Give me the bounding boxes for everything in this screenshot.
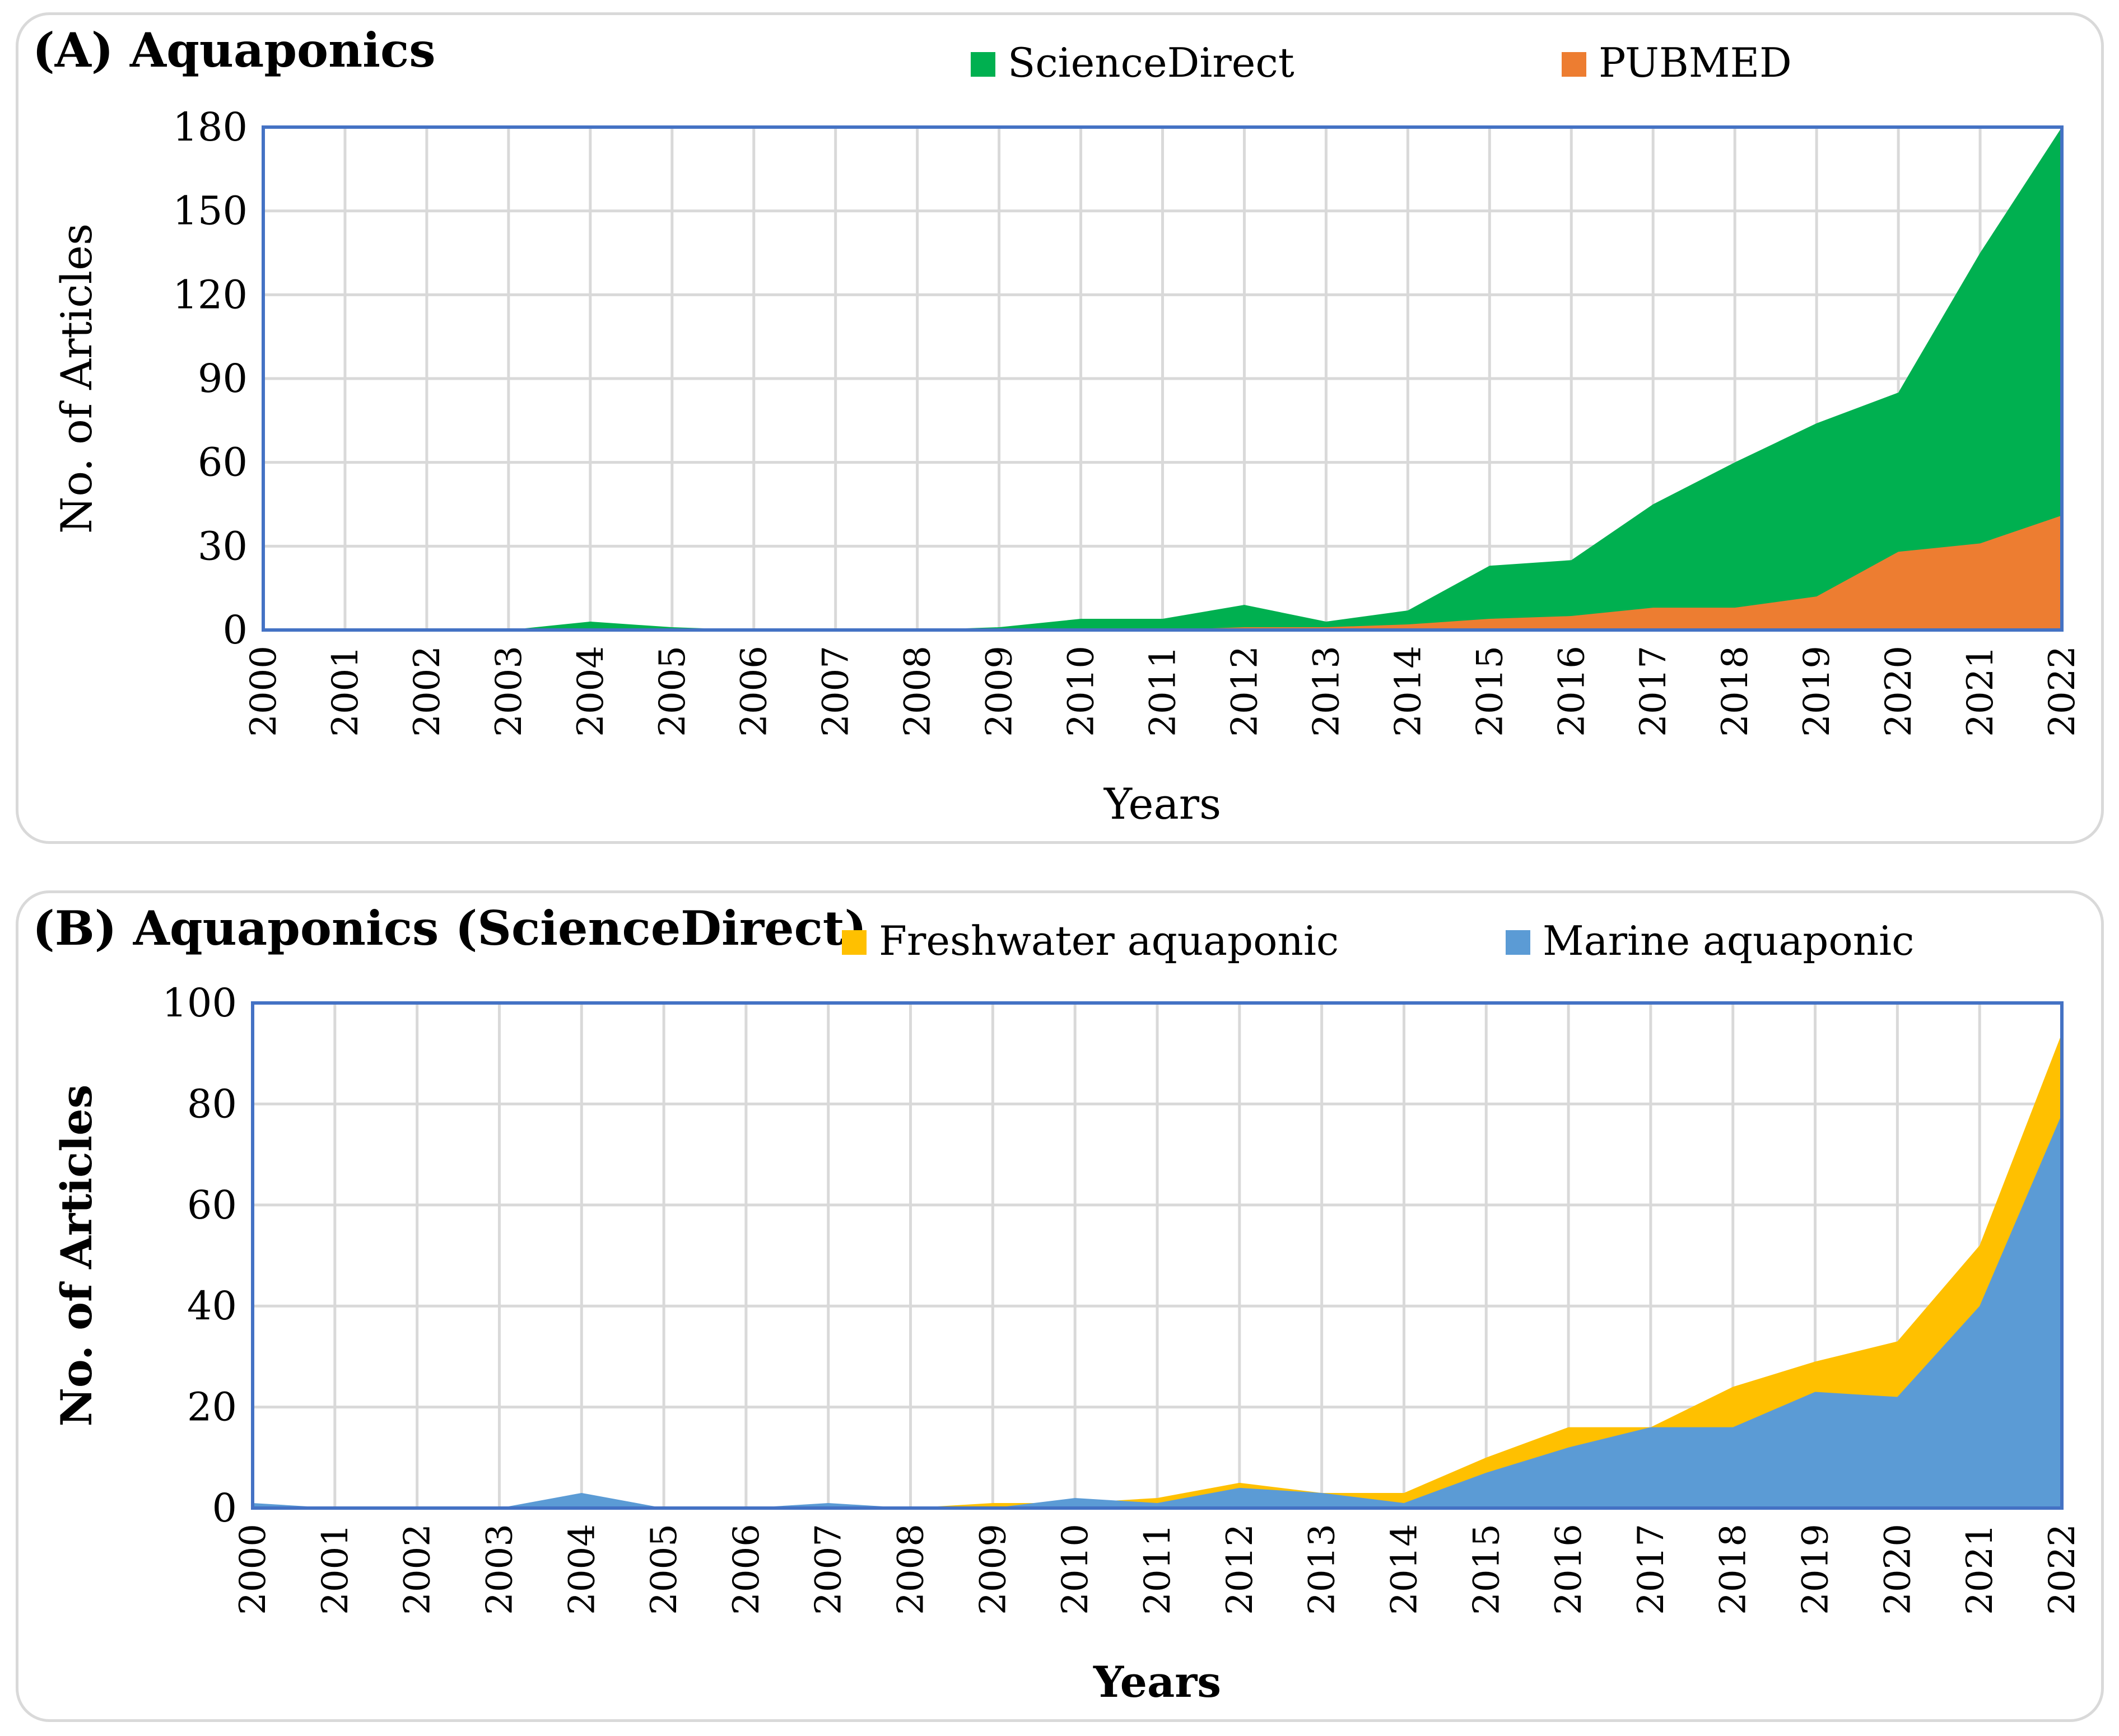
chart-a-xtick-label: 2001	[325, 646, 366, 737]
chart-a-xtick-label: 2022	[2042, 646, 2083, 737]
chart-a-xtick-label: 2016	[1551, 646, 1592, 737]
chart-b-xtick-label: 2006	[726, 1524, 767, 1615]
chart-b-legend-label-0: Freshwater aquaponic	[879, 917, 1339, 964]
chart-panel-a: (A) Aquaponics ScienceDirect PUBMED 0 30 60 90…	[16, 12, 2104, 844]
chart-a-xtick-label: 2021	[1960, 646, 2001, 737]
chart-b-ytick-label: 60	[187, 1182, 237, 1228]
chart-b-title: (B) Aquaponics (ScienceDirect)	[32, 900, 867, 956]
chart-a-xtick-label: 2005	[652, 646, 693, 737]
chart-b-svg: (B) Aquaponics (ScienceDirect) Freshwater…	[32, 900, 2083, 1707]
chart-a-y-axis-label: No. of Articles	[52, 223, 101, 534]
chart-b-plot-frame	[251, 1001, 2064, 1510]
chart-a-xtick-label: 2010	[1061, 646, 1102, 737]
chart-a-ytick-label: 60	[198, 440, 248, 486]
chart-b-xtick-label: 2017	[1631, 1524, 1672, 1615]
chart-b-xtick-label: 2005	[644, 1524, 685, 1615]
chart-b-legend-label-1: Marine aquaponic	[1543, 917, 1914, 964]
chart-b-ytick-label: 80	[187, 1081, 237, 1127]
chart-a-title: (A) Aquaponics	[32, 22, 436, 78]
chart-a-xtick-label: 2003	[488, 646, 530, 737]
chart-b-xtick-label: 2020	[1877, 1524, 1918, 1615]
chart-b-area-marine-aquaponic	[253, 1114, 2062, 1508]
chart-b-xtick-label: 2010	[1055, 1524, 1096, 1615]
chart-a-xtick-label: 2006	[734, 646, 775, 737]
chart-a-legend-label-1: PUBMED	[1599, 39, 1792, 86]
chart-b-ytick-label: 20	[187, 1384, 237, 1430]
chart-a-xtick-label: 2018	[1715, 646, 1756, 737]
chart-b-xtick-label: 2008	[891, 1524, 932, 1615]
chart-b-xtick-label: 2002	[397, 1524, 439, 1615]
chart-a-xtick-label: 2009	[979, 646, 1021, 737]
chart-a-ytick-label: 150	[173, 188, 248, 234]
chart-a-xtick-label: 2007	[816, 646, 857, 737]
chart-b-y-axis-label: No. of Articles	[52, 1085, 101, 1427]
chart-a-ytick-label: 180	[173, 104, 248, 150]
chart-a-xtick-label: 2000	[243, 646, 285, 737]
chart-b-ytick-label: 100	[162, 980, 237, 1026]
chart-b-xtick-label: 2013	[1302, 1524, 1343, 1615]
chart-a-xtick-label: 2017	[1633, 646, 1674, 737]
chart-a-xtick-label: 2011	[1143, 646, 1184, 737]
chart-a-ytick-label: 120	[173, 272, 248, 318]
chart-a-xtick-label: 2012	[1224, 646, 1265, 737]
chart-a-xtick-label: 2013	[1306, 646, 1347, 737]
chart-a-svg: (A) Aquaponics ScienceDirect PUBMED 0 30 60 90…	[32, 22, 2083, 829]
chart-b-xtick-label: 2014	[1384, 1524, 1425, 1615]
chart-a-xtick-label: 2014	[1387, 646, 1429, 737]
chart-b-xtick-label: 2016	[1548, 1524, 1590, 1615]
chart-a-legend-swatch-0	[971, 52, 995, 77]
chart-b-legend-swatch-1	[1506, 930, 1530, 955]
chart-b-xtick-label: 2015	[1466, 1524, 1507, 1615]
chart-a-legend-label-0: ScienceDirect	[1008, 39, 1294, 86]
chart-b-xtick-label: 2011	[1137, 1524, 1179, 1615]
chart-a-xtick-label: 2002	[407, 646, 448, 737]
chart-b-xtick-label: 2007	[808, 1524, 850, 1615]
chart-a-ytick-label: 30	[198, 523, 248, 569]
chart-b-ytick-label: 0	[212, 1485, 237, 1531]
chart-b-xtick-label: 2021	[1959, 1524, 2001, 1615]
chart-a-xtick-label: 2020	[1878, 646, 1920, 737]
chart-b-xtick-label: 2012	[1219, 1524, 1261, 1615]
chart-a-xtick-label: 2004	[570, 646, 612, 737]
chart-a-xtick-label: 2015	[1469, 646, 1511, 737]
chart-a-legend-swatch-1	[1562, 52, 1586, 77]
chart-b-xtick-label: 2001	[315, 1524, 356, 1615]
chart-a-ytick-label: 0	[222, 607, 248, 653]
chart-b-x-axis-label: Years	[1093, 1657, 1221, 1707]
chart-b-xtick-label: 2022	[2042, 1524, 2083, 1615]
chart-a-xtick-label: 2019	[1796, 646, 1838, 737]
chart-a-xtick-label: 2008	[897, 646, 939, 737]
chart-b-ytick-label: 40	[187, 1283, 237, 1329]
chart-b-xtick-label: 2018	[1713, 1524, 1754, 1615]
chart-panel-b: (B) Aquaponics (ScienceDirect) Freshwater…	[16, 890, 2104, 1722]
chart-a-x-axis-label: Years	[1103, 779, 1221, 829]
chart-b-xtick-label: 2019	[1795, 1524, 1837, 1615]
chart-b-xtick-label: 2004	[561, 1524, 603, 1615]
chart-b-xtick-label: 2000	[232, 1524, 274, 1615]
chart-a-area-pubmed	[263, 515, 2062, 630]
chart-b-legend-swatch-0	[842, 930, 867, 955]
chart-a-plot-frame	[262, 125, 2064, 632]
chart-b-xtick-label: 2009	[972, 1524, 1014, 1615]
chart-b-xtick-label: 2003	[479, 1524, 520, 1615]
chart-a-ytick-label: 90	[198, 356, 248, 402]
